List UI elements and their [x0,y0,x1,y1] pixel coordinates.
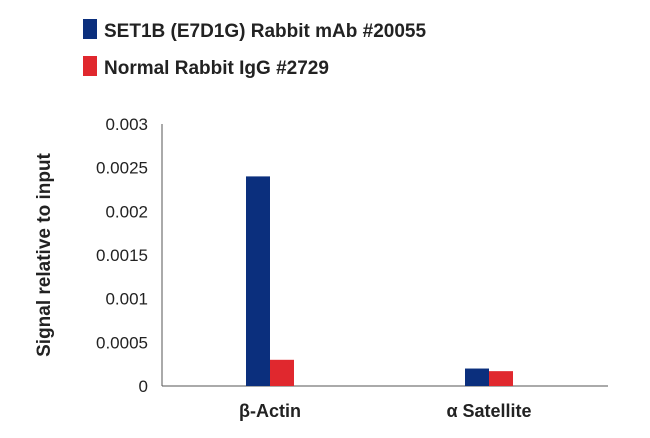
y-tick-label: 0.0005 [96,333,148,352]
x-tick-label-alpha-satellite: α Satellite [446,401,531,421]
y-axis-title: Signal relative to input [34,152,55,356]
y-tick-labels: 0 0.0005 0.001 0.0015 0.002 0.0025 0.003 [96,115,148,396]
y-tick-label: 0 [139,377,148,396]
y-tick-label: 0.002 [105,202,148,221]
y-tick-label: 0.0015 [96,246,148,265]
legend: SET1B (E7D1G) Rabbit mAb #20055 Normal R… [83,19,426,79]
bar-set1b-beta-actin [246,176,270,386]
legend-swatch-set1b [83,19,97,39]
y-tick-label: 0.0025 [96,159,148,178]
bar-igg-alpha-satellite [489,371,513,386]
bar-igg-beta-actin [270,359,294,386]
y-tick-label: 0.003 [105,115,148,134]
x-tick-label-beta-actin: β-Actin [239,401,301,421]
y-tick-label: 0.001 [105,290,148,309]
legend-label-set1b: SET1B (E7D1G) Rabbit mAb #20055 [104,21,426,42]
legend-swatch-igg [83,56,97,76]
bar-set1b-alpha-satellite [465,368,489,386]
legend-label-igg: Normal Rabbit IgG #2729 [104,58,329,79]
bars [246,176,513,386]
